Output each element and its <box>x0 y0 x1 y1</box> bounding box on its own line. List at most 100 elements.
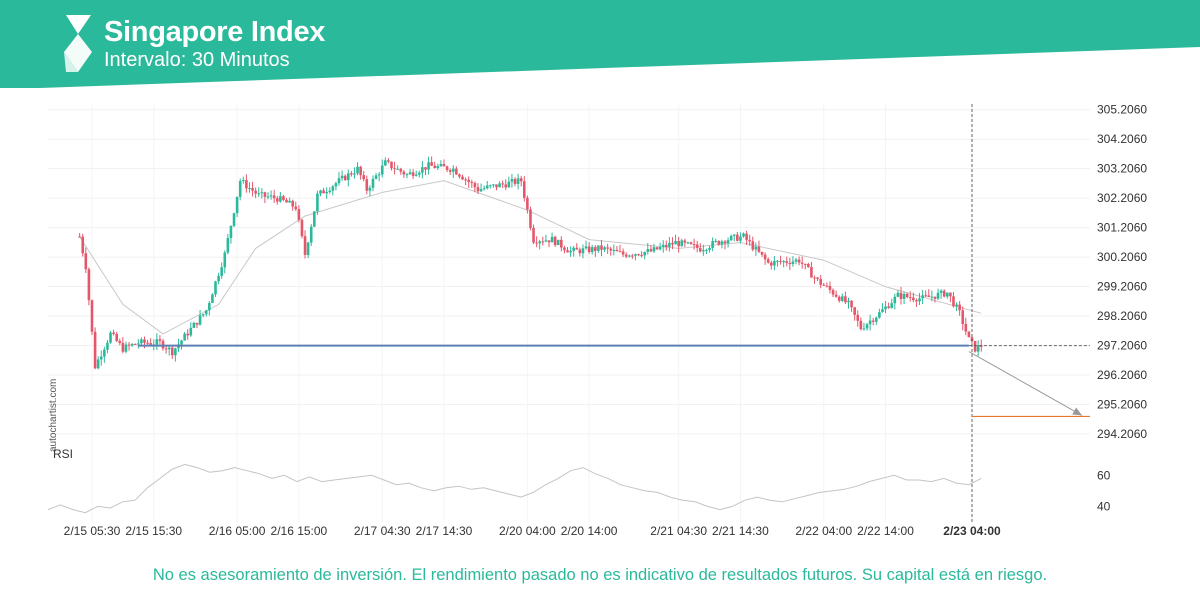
candle-up <box>893 293 897 310</box>
chart-title: Singapore Index <box>104 16 326 48</box>
candle-down <box>458 173 461 179</box>
candle-body <box>569 250 572 253</box>
candle-up <box>955 302 958 311</box>
candle-body <box>362 175 366 180</box>
candle-body <box>899 292 903 299</box>
candle-body <box>581 248 585 254</box>
candle-up <box>368 185 372 197</box>
candle-up <box>377 171 381 182</box>
candle-down <box>195 322 199 329</box>
candle-down <box>912 292 915 303</box>
forecast-arrow-head <box>1072 407 1082 416</box>
candle-down <box>844 291 847 305</box>
candle-down <box>964 317 968 336</box>
candle-down <box>448 168 452 175</box>
candle-body <box>732 234 736 236</box>
candle-down <box>390 161 393 171</box>
candle-down <box>973 340 977 353</box>
candle-down <box>300 218 304 239</box>
candle-body <box>776 260 779 262</box>
candle-up <box>180 339 183 350</box>
candle-body <box>649 249 653 252</box>
candle-body <box>328 190 332 192</box>
candle-down <box>698 243 702 253</box>
candle-body <box>343 175 347 181</box>
candle-up <box>331 184 335 196</box>
candle-body <box>689 242 693 245</box>
candle-up <box>211 293 214 303</box>
candle-up <box>217 272 220 285</box>
candle-up <box>198 309 202 326</box>
candle-body <box>794 259 798 262</box>
candle-body <box>665 244 668 247</box>
candle-down <box>476 183 480 195</box>
candle-down <box>692 238 696 250</box>
candle-up <box>732 234 736 242</box>
candle-body <box>377 174 381 176</box>
candle-up <box>538 239 542 250</box>
candle-body <box>245 180 248 189</box>
candle-up <box>241 176 245 184</box>
candle-up <box>232 212 236 228</box>
candle-body <box>195 322 199 325</box>
candle-down <box>411 169 415 179</box>
candle-down <box>547 240 551 248</box>
candle-body <box>337 178 341 184</box>
candle-up <box>436 163 440 170</box>
candle-body <box>967 331 971 338</box>
candle-body <box>510 179 514 182</box>
candle-up <box>306 241 310 259</box>
candle-body <box>671 242 674 245</box>
candle-body <box>294 206 298 210</box>
candle-body <box>235 196 239 214</box>
candle-down <box>717 240 721 246</box>
candle-down <box>952 292 955 308</box>
x-tick-label: 2/20 04:00 <box>499 524 556 538</box>
candle-down <box>615 246 619 252</box>
candle-down <box>807 262 810 268</box>
candle-up <box>226 233 230 255</box>
candle-body <box>340 175 344 179</box>
candle-up <box>865 322 869 331</box>
candle-down <box>810 261 813 278</box>
candle-up <box>603 245 606 253</box>
candle-up <box>137 338 140 349</box>
candle-up <box>328 187 332 194</box>
candle-body <box>618 251 622 253</box>
candle-body <box>78 236 81 238</box>
candle-up <box>223 250 227 274</box>
candle-body <box>433 165 437 169</box>
candle-body <box>572 247 575 251</box>
candle-up <box>507 176 511 188</box>
candle-up <box>396 165 399 170</box>
candle-down <box>578 247 582 257</box>
candle-body <box>668 242 671 247</box>
candle-body <box>408 172 412 175</box>
candle-down <box>272 189 276 203</box>
candle-body <box>421 167 424 173</box>
candle-body <box>884 306 887 310</box>
candle-down <box>526 195 529 214</box>
candle-up <box>371 175 375 192</box>
candle-up <box>334 181 338 191</box>
rsi-line <box>47 463 982 514</box>
candle-down <box>803 263 807 270</box>
candle-body <box>405 174 409 176</box>
candle-body <box>424 167 427 170</box>
candle-body <box>850 300 853 308</box>
candle-down <box>853 306 856 321</box>
candle-body <box>939 290 943 293</box>
candle-body <box>393 168 396 170</box>
candle-down <box>563 245 566 254</box>
candle-body <box>479 189 483 192</box>
candle-body <box>282 196 285 200</box>
candle-body <box>698 247 702 252</box>
candle-up <box>167 345 171 356</box>
candle-up <box>479 183 483 192</box>
candle-body <box>167 347 171 350</box>
candle-body <box>334 183 338 187</box>
candle-up <box>498 181 501 188</box>
candle-body <box>853 307 856 315</box>
candle-down <box>146 339 149 345</box>
candle-body <box>402 171 406 175</box>
